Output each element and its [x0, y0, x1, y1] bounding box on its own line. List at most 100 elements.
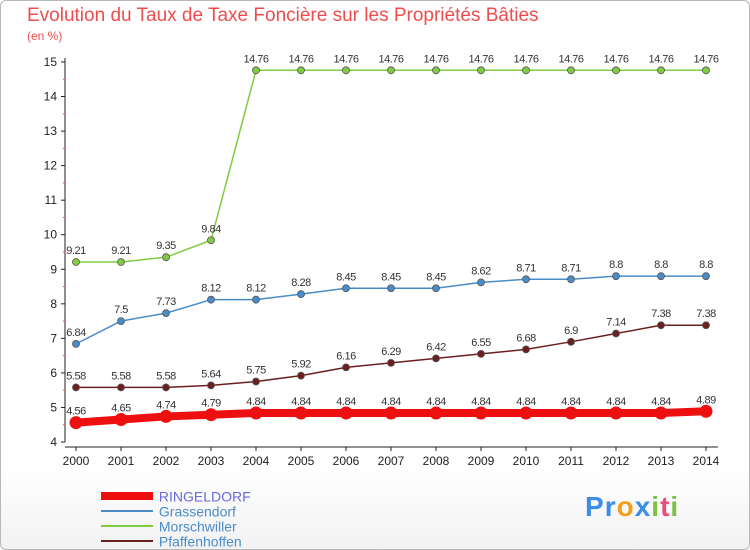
x-tick-label: 2006 — [333, 454, 360, 468]
data-point-pfaffenhoffen — [522, 345, 530, 354]
data-point-grassendorf — [657, 272, 665, 281]
legend-label-ringeldorf: RINGELDORF — [158, 488, 251, 505]
data-point-ringeldorf — [429, 406, 443, 420]
data-label-ringeldorf: 4.84 — [651, 396, 671, 408]
data-label-morschwiller: 9.35 — [156, 240, 176, 252]
data-point-morschwiller — [207, 236, 215, 245]
proxiti-logo: Proxiti — [585, 491, 679, 523]
data-point-ringeldorf — [69, 416, 83, 430]
data-point-grassendorf — [252, 295, 260, 304]
data-point-morschwiller — [387, 66, 395, 75]
data-point-grassendorf — [117, 317, 125, 325]
data-label-grassendorf: 8.8 — [609, 259, 623, 271]
data-point-grassendorf — [432, 284, 440, 293]
data-label-morschwiller: 14.76 — [513, 53, 538, 65]
data-label-morschwiller: 14.76 — [558, 53, 583, 65]
data-point-morschwiller — [702, 66, 710, 75]
data-label-morschwiller: 14.76 — [243, 53, 268, 65]
data-point-pfaffenhoffen — [612, 329, 620, 338]
data-point-morschwiller — [432, 66, 440, 75]
data-point-grassendorf — [297, 290, 305, 299]
data-point-morschwiller — [72, 258, 80, 266]
x-tick-label: 2009 — [468, 454, 495, 468]
data-label-morschwiller: 14.76 — [693, 53, 718, 65]
data-point-ringeldorf — [384, 406, 398, 420]
data-label-grassendorf: 8.71 — [516, 262, 536, 274]
data-label-morschwiller: 9.21 — [111, 245, 131, 257]
data-label-pfaffenhoffen: 5.75 — [246, 365, 266, 377]
data-label-pfaffenhoffen: 5.64 — [201, 368, 221, 380]
data-label-morschwiller: 14.76 — [378, 53, 403, 65]
legend-item-ringeldorf: RINGELDORF — [101, 487, 251, 504]
y-tick-label: 15 — [44, 55, 58, 69]
data-point-grassendorf — [477, 278, 485, 287]
data-point-ringeldorf — [654, 406, 668, 420]
data-label-morschwiller: 14.76 — [648, 53, 673, 65]
data-label-grassendorf: 8.45 — [381, 271, 401, 283]
data-point-ringeldorf — [519, 406, 533, 420]
legend-item-grassendorf: Grassendorf — [101, 502, 236, 519]
data-label-morschwiller: 14.76 — [468, 53, 493, 65]
legend-item-morschwiller: Morschwiller — [101, 517, 237, 534]
data-point-pfaffenhoffen — [297, 371, 305, 380]
data-point-morschwiller — [477, 66, 485, 75]
data-label-ringeldorf: 4.79 — [201, 398, 221, 410]
x-tick-label: 2001 — [108, 454, 135, 468]
logo-letter: x — [634, 491, 652, 522]
x-tick-label: 2014 — [693, 454, 720, 468]
data-point-grassendorf — [567, 275, 575, 284]
data-label-pfaffenhoffen: 7.38 — [651, 308, 671, 320]
data-label-morschwiller: 9.21 — [66, 245, 86, 257]
data-label-ringeldorf: 4.84 — [606, 396, 626, 408]
data-point-ringeldorf — [474, 406, 488, 420]
data-point-pfaffenhoffen — [567, 337, 575, 346]
y-tick-label: 10 — [44, 228, 58, 242]
y-tick-label: 4 — [50, 435, 57, 449]
data-label-ringeldorf: 4.65 — [111, 403, 131, 415]
x-tick-label: 2011 — [558, 454, 584, 468]
data-point-morschwiller — [342, 66, 350, 75]
data-point-ringeldorf — [114, 413, 128, 427]
y-tick-label: 7 — [50, 331, 57, 345]
data-label-pfaffenhoffen: 6.42 — [426, 341, 446, 353]
x-tick-label: 2007 — [378, 454, 405, 468]
y-tick-label: 14 — [44, 90, 58, 104]
x-tick-label: 2010 — [513, 454, 540, 468]
data-point-grassendorf — [72, 339, 80, 348]
y-tick-label: 12 — [44, 159, 58, 173]
data-label-ringeldorf: 4.74 — [156, 399, 176, 411]
data-label-pfaffenhoffen: 5.58 — [156, 370, 176, 382]
data-label-pfaffenhoffen: 6.68 — [516, 332, 536, 344]
data-label-grassendorf: 8.8 — [699, 259, 713, 271]
x-tick-label: 2002 — [153, 454, 180, 468]
plot-area — [76, 54, 726, 442]
x-tick-label: 2012 — [603, 454, 630, 468]
data-point-grassendorf — [522, 275, 530, 284]
data-point-grassendorf — [162, 309, 170, 318]
legend-item-pfaffenhoffen: Pfaffenhoffen — [101, 532, 242, 549]
y-tick-label: 8 — [50, 297, 57, 311]
data-label-morschwiller: 14.76 — [333, 53, 358, 65]
x-tick-label: 2005 — [288, 454, 315, 468]
logo-letter: r — [604, 491, 617, 522]
data-point-ringeldorf — [699, 404, 713, 418]
data-point-ringeldorf — [339, 406, 353, 420]
data-point-pfaffenhoffen — [72, 383, 80, 392]
legend-swatch-morschwiller — [101, 525, 153, 528]
data-point-ringeldorf — [159, 409, 173, 423]
data-label-ringeldorf: 4.84 — [246, 396, 266, 408]
data-label-grassendorf: 8.62 — [471, 265, 491, 277]
data-label-ringeldorf: 4.84 — [381, 396, 401, 408]
data-point-ringeldorf — [609, 406, 623, 420]
legend-swatch-ringeldorf — [101, 492, 153, 501]
data-label-grassendorf: 8.45 — [336, 271, 356, 283]
data-label-ringeldorf: 4.56 — [66, 406, 86, 418]
data-label-morschwiller: 9.84 — [201, 223, 221, 235]
legend-label-morschwiller: Morschwiller — [158, 518, 237, 535]
data-point-morschwiller — [612, 66, 620, 75]
data-label-morschwiller: 14.76 — [288, 53, 313, 65]
data-label-ringeldorf: 4.84 — [561, 396, 581, 408]
x-tick-label: 2003 — [198, 454, 225, 468]
logo-letter: i — [651, 491, 661, 522]
data-label-grassendorf: 8.12 — [201, 283, 221, 295]
